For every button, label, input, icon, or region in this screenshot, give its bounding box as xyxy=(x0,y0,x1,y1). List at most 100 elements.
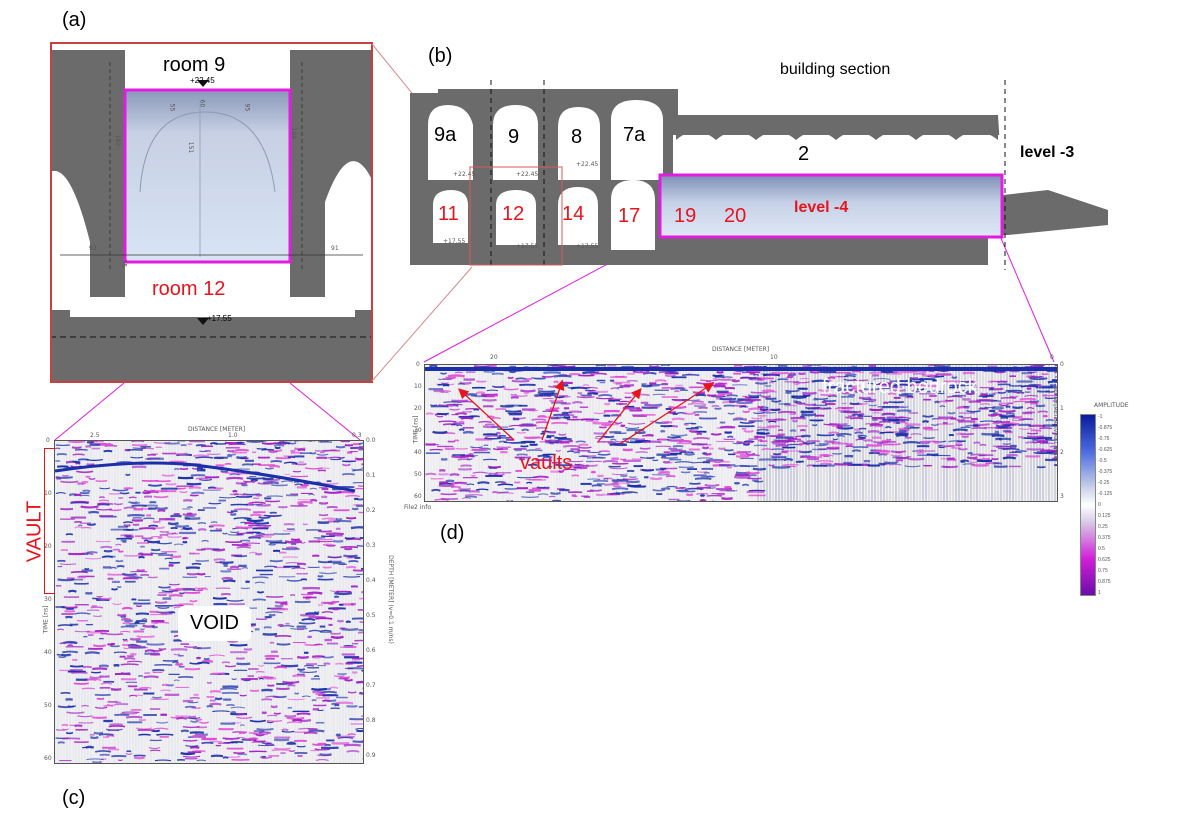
c-y2-tick: 0.7 xyxy=(366,682,376,689)
colorbar-ticks: -1 -0.875 -0.75 -0.625 -0.5 -0.375 -0.25… xyxy=(1098,412,1112,599)
radargram-texture xyxy=(425,365,1057,501)
room-8-label: 8 xyxy=(571,126,583,148)
vault-bracket xyxy=(44,448,55,594)
c-y-tick: 30 xyxy=(44,596,52,603)
d-x-tick: 20 xyxy=(490,354,498,361)
d-y2-tick: 2 xyxy=(1060,449,1064,456)
colorbar-tick: 0.5 xyxy=(1098,546,1105,552)
room-9-label-b: 9 xyxy=(508,126,520,148)
d-x-tick: 0 xyxy=(1050,354,1054,361)
room-9-label: room 9 xyxy=(163,54,226,76)
vault-arrows xyxy=(458,379,715,445)
gpr-radargram-c xyxy=(55,441,363,763)
d-y-tick: 10 xyxy=(414,383,422,390)
d-y-tick: 60 xyxy=(414,493,422,500)
d-x-axis-title: DISTANCE [METER] xyxy=(712,346,770,353)
vault-arrow xyxy=(541,379,565,441)
colorbar-tick: 0.625 xyxy=(1098,557,1111,563)
room-section-drawing xyxy=(50,42,373,383)
colorbar-tick: 0.375 xyxy=(1098,535,1111,541)
vault-label: VAULT xyxy=(23,500,46,563)
c-y2-tick: 0.8 xyxy=(366,717,376,724)
dim-91: 91 xyxy=(331,245,339,252)
colorbar-tick: -1 xyxy=(1098,414,1103,420)
radargram-texture xyxy=(55,441,363,763)
building-section-drawing xyxy=(410,80,1108,270)
c-y2-tick: 0.6 xyxy=(366,647,376,654)
room-12-label: room 12 xyxy=(152,278,226,300)
colorbar-tick: 1 xyxy=(1098,590,1101,596)
gpr-profile-d xyxy=(424,364,1058,502)
room-11-label: 11 xyxy=(438,203,459,225)
colorbar-tick: -0.625 xyxy=(1098,447,1113,453)
c-y-tick: 50 xyxy=(44,702,52,709)
panel-c-figure: DISTANCE [METER] 2.5 1.0 0.3 0 10 20 30 … xyxy=(23,426,408,771)
d-y-tick: 30 xyxy=(414,427,422,434)
c-y-tick: 40 xyxy=(44,649,52,656)
panel-a-label: (a) xyxy=(62,9,87,31)
d-y2-tick: 0 xyxy=(1060,361,1064,368)
d-y-tick: 0 xyxy=(416,361,420,368)
c-x-tick: 0.3 xyxy=(352,432,362,439)
c-x-tick: 1.0 xyxy=(228,432,238,439)
gpr-radargram-d xyxy=(425,365,1057,501)
elevation-label: +22.45 xyxy=(516,171,539,178)
colorbar-tick: -0.25 xyxy=(1098,480,1110,486)
elevation-label: +22.45 xyxy=(453,171,476,178)
colorbar-tick: 0.75 xyxy=(1098,568,1108,574)
c-y2-tick: 0.9 xyxy=(366,752,376,759)
room-20-label: 20 xyxy=(724,205,747,227)
c-x-axis-title: DISTANCE [METER] xyxy=(188,426,246,433)
c-y2-axis-title: DEPTH [METER] (v=0.1 m/ns) xyxy=(386,555,394,644)
colorbar-tick: 0 xyxy=(1098,502,1101,508)
c-y2-tick: 0.0 xyxy=(366,437,376,444)
colorbar-title: AMPLITUDE xyxy=(1094,402,1129,409)
fractured-bedrock-label: fractured bedrock xyxy=(822,376,978,398)
panel-b-label: (b) xyxy=(428,45,453,67)
colorbar-tick: 0.125 xyxy=(1098,513,1111,519)
elevation-label: +22.45 xyxy=(576,161,599,168)
d-y-tick: 50 xyxy=(414,471,422,478)
panel-b-figure: building section 9a 9 8 7a 2 level -3 11… xyxy=(408,61,1148,270)
d-y2-tick: 3 xyxy=(1060,493,1064,500)
colorbar-gradient xyxy=(1080,414,1096,596)
colorbar-tick: -0.125 xyxy=(1098,491,1113,497)
colorbar-tick: -0.375 xyxy=(1098,469,1113,475)
room-2-label: 2 xyxy=(798,143,810,165)
vault-arrow xyxy=(619,382,715,445)
c-y-tick: 20 xyxy=(44,543,52,550)
vaults-label: vaults xyxy=(520,452,573,474)
vault-arrow xyxy=(458,388,515,441)
room-12-label-b: 12 xyxy=(502,203,525,225)
colorbar-tick: -0.875 xyxy=(1098,425,1113,431)
elevation-top: +22.45 xyxy=(190,76,215,85)
colorbar-tick: 0.875 xyxy=(1098,579,1111,585)
level-3-label: level -3 xyxy=(1020,144,1075,161)
d-footer: File2 info xyxy=(404,504,432,511)
c-y-axis-title: TIME [ns] xyxy=(42,605,50,634)
elevation-label: +17.55 xyxy=(443,238,466,245)
dim-92: 92 xyxy=(89,245,97,252)
panel-d-figure: DISTANCE [METER] 20 10 0 0 10 20 30 40 5… xyxy=(402,346,1082,516)
c-y2-tick: 0.3 xyxy=(366,542,376,549)
room-19-label: 19 xyxy=(674,205,697,227)
panel-c-label: (c) xyxy=(62,787,86,809)
amplitude-colorbar: AMPLITUDE -1 -0.875 -0.75 -0.625 -0.5 -0… xyxy=(1080,402,1140,612)
building-section-title: building section xyxy=(780,61,891,78)
c-y2-tick: 0.1 xyxy=(366,472,376,479)
c-y2-tick: 0.2 xyxy=(366,507,376,514)
room-7a-label: 7a xyxy=(623,124,646,146)
d-y-tick: 40 xyxy=(414,449,422,456)
level-4-label: level -4 xyxy=(794,199,849,216)
c-y-tick: 0 xyxy=(46,437,50,444)
d-x-tick: 10 xyxy=(770,354,778,361)
elevation-label: +17.55 xyxy=(516,243,539,250)
vault-reflector xyxy=(55,461,356,493)
panel-a-figure: room 9 +22.45 room 12 +17.55 92 91 183 1… xyxy=(50,42,373,383)
c-y2-tick: 0.5 xyxy=(366,612,376,619)
room-9a-label: 9a xyxy=(434,124,457,146)
room-17-label: 17 xyxy=(618,205,641,227)
void-label: VOID xyxy=(178,606,251,641)
room-14-label: 14 xyxy=(562,203,585,225)
c-x-tick: 2.5 xyxy=(90,432,100,439)
